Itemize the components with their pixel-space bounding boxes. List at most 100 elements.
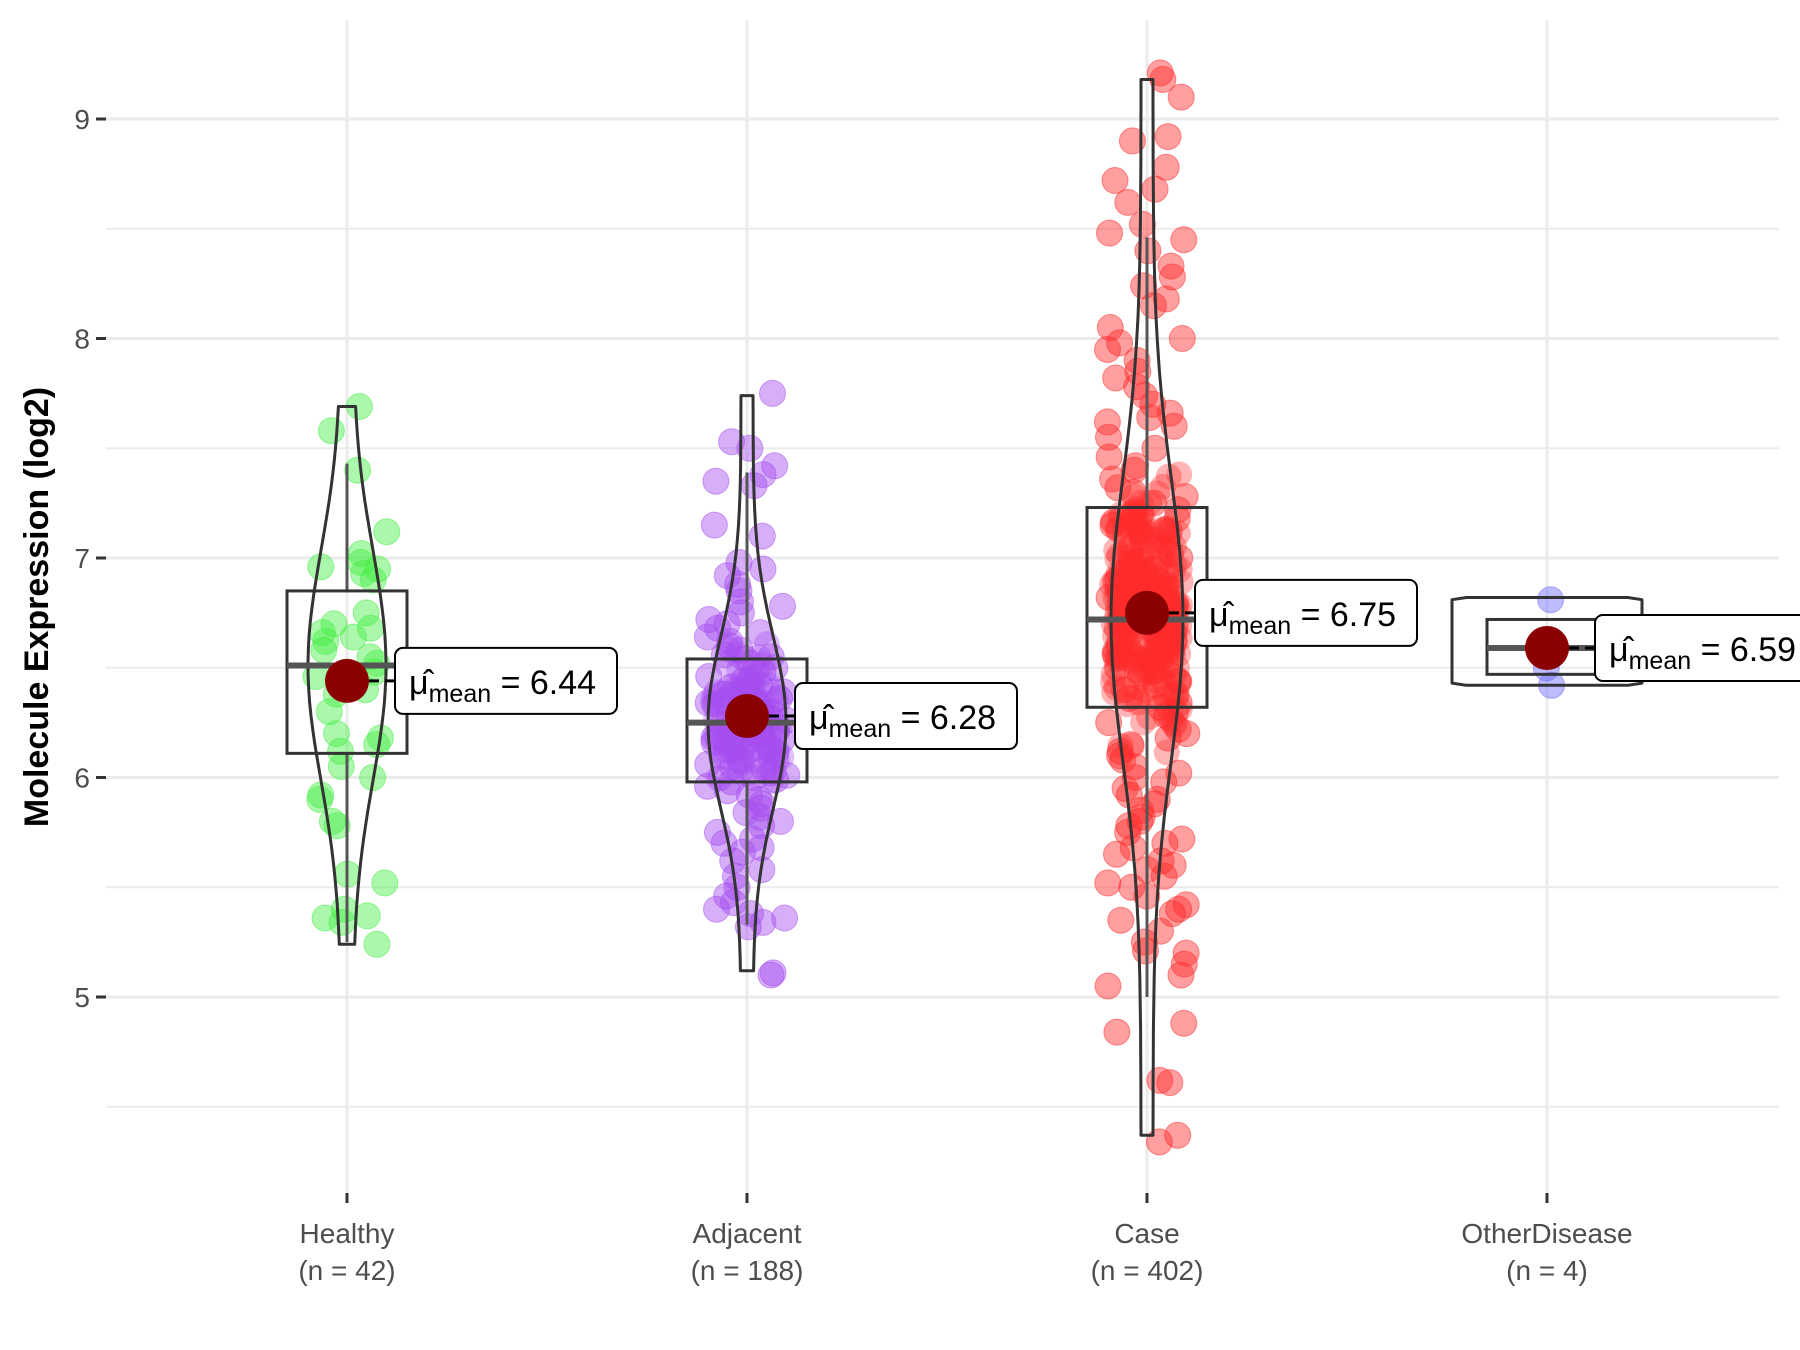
data-point	[1113, 691, 1140, 718]
data-point	[1167, 83, 1195, 111]
data-point	[1132, 677, 1159, 704]
group-healthy: μ̂mean = 6.44	[285, 393, 618, 958]
data-point	[732, 666, 759, 693]
data-point	[1152, 574, 1179, 601]
data-point	[1107, 506, 1134, 533]
data-point	[1114, 512, 1141, 538]
data-point	[703, 895, 730, 923]
x-tick-label-healthy: Healthy	[300, 1218, 395, 1249]
x-tick-label-adjacent: Adjacent	[693, 1218, 802, 1249]
data-point	[1118, 127, 1146, 155]
data-point	[1094, 336, 1121, 363]
data-point	[1126, 518, 1153, 545]
data-point	[1170, 226, 1198, 254]
x-tick-label-case: Case	[1114, 1218, 1179, 1249]
data-point	[1141, 657, 1167, 684]
data-point	[352, 599, 380, 627]
data-point	[1107, 906, 1135, 934]
data-point	[1122, 508, 1149, 535]
data-point	[1143, 637, 1170, 664]
data-point	[1108, 501, 1135, 528]
mean-label: μ̂mean = 6.75	[1194, 578, 1418, 647]
data-point	[1095, 709, 1123, 737]
data-point	[1128, 520, 1154, 547]
data-point	[749, 555, 777, 583]
data-point	[699, 688, 726, 715]
data-point	[1119, 640, 1146, 667]
data-point	[756, 738, 783, 765]
data-point	[1103, 537, 1130, 564]
data-point	[359, 566, 387, 594]
data-point	[1099, 465, 1127, 493]
data-point	[1102, 622, 1128, 649]
data-point	[1154, 573, 1181, 600]
data-point	[1168, 825, 1196, 853]
data-point	[1151, 670, 1178, 696]
data-point	[1123, 567, 1150, 594]
data-point	[1141, 175, 1169, 203]
data-point	[761, 678, 787, 705]
data-point	[320, 610, 348, 638]
data-point	[1125, 563, 1152, 589]
data-point	[754, 671, 781, 698]
data-point	[327, 753, 355, 780]
data-point	[1165, 759, 1193, 787]
data-point	[1101, 167, 1129, 194]
data-point	[1108, 562, 1136, 590]
data-point	[1136, 646, 1163, 673]
x-tick-n-label: (n = 402)	[1091, 1255, 1204, 1286]
data-point	[317, 417, 345, 445]
data-point	[1150, 516, 1177, 543]
data-point	[1101, 567, 1128, 594]
data-point	[1154, 123, 1182, 151]
data-point	[1130, 272, 1158, 300]
data-point	[1537, 586, 1565, 614]
y-axis: 5 6 7 8 9	[74, 104, 106, 1013]
mean-point	[1525, 625, 1569, 670]
data-point	[1094, 972, 1122, 1000]
y-tick-label: 8	[74, 324, 90, 355]
data-point	[1147, 544, 1174, 571]
data-point	[1154, 574, 1181, 601]
data-point	[1140, 650, 1167, 677]
data-point	[716, 731, 743, 758]
mean-label-box	[1594, 613, 1800, 682]
data-point	[724, 641, 751, 668]
mean-point	[1125, 590, 1169, 635]
data-point	[1172, 939, 1200, 967]
data-point	[1155, 463, 1182, 490]
x-tick-n-label: (n = 4)	[1506, 1255, 1588, 1286]
mean-value: = 6.28	[891, 699, 996, 737]
data-point	[1134, 555, 1161, 582]
mean-label-text: μ̂mean = 6.59	[1609, 631, 1796, 675]
data-point	[1109, 627, 1135, 654]
data-point	[736, 434, 764, 462]
data-point	[1132, 657, 1159, 684]
data-point	[1128, 210, 1156, 238]
data-point	[761, 452, 789, 480]
data-point	[1123, 373, 1151, 401]
mean-point	[725, 694, 769, 739]
data-point	[1093, 408, 1121, 436]
data-point	[1157, 634, 1184, 661]
data-point	[1110, 567, 1137, 594]
data-point	[1163, 684, 1190, 710]
data-point	[720, 736, 747, 763]
data-point	[1166, 696, 1193, 723]
data-point	[713, 777, 741, 805]
data-point	[719, 753, 747, 780]
data-point	[1103, 674, 1130, 701]
data-point	[740, 736, 767, 763]
data-point	[1116, 544, 1143, 571]
mean-subscript: mean	[429, 680, 492, 708]
data-point	[695, 606, 723, 633]
y-tick-label: 7	[74, 543, 90, 574]
data-point	[1141, 646, 1168, 673]
data-point	[1142, 526, 1169, 553]
data-point	[1112, 522, 1139, 549]
data-point	[1128, 547, 1155, 573]
data-point	[1154, 558, 1181, 585]
groups: μ̂mean = 6.44 μ̂mean = 6.28 μ̂mean = 6.75 μ…	[285, 59, 1800, 1156]
data-point	[1115, 639, 1142, 666]
data-point	[1114, 555, 1141, 582]
